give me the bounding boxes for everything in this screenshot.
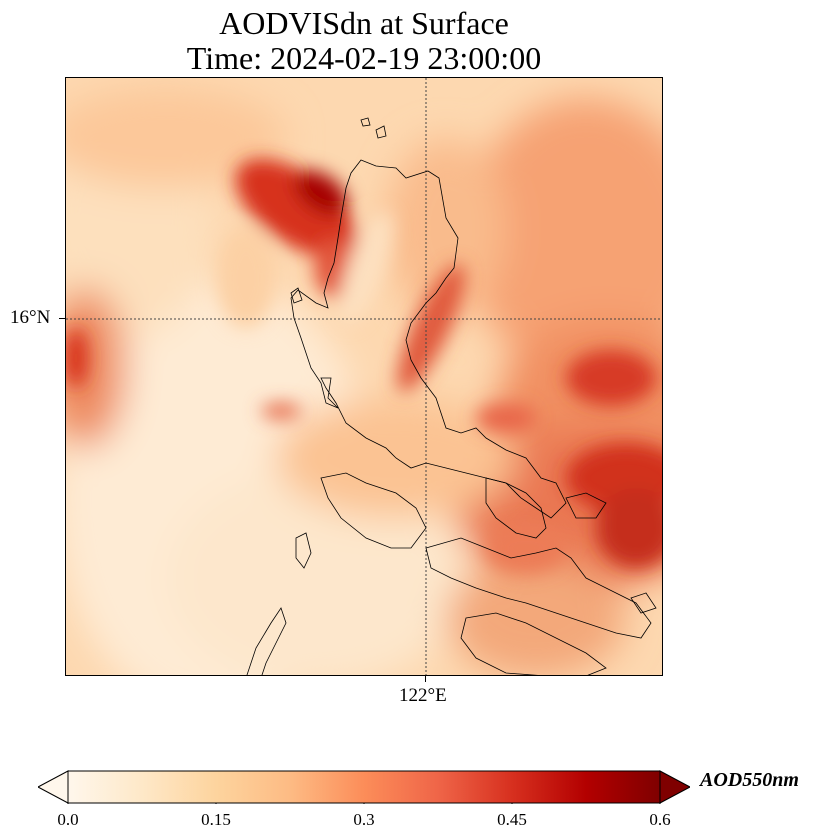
islet-coast-5 <box>360 117 371 127</box>
southern-island-coast <box>460 612 607 675</box>
colorbar <box>38 770 690 804</box>
colorbar-title: AOD550nm <box>700 769 799 791</box>
map-panel <box>65 77 663 676</box>
luzon-coast <box>290 159 567 519</box>
map-subtitle-time: Time: 2024-02-19 23:00:00 <box>186 40 542 76</box>
longitude-tick <box>425 676 426 682</box>
visayas-coast <box>425 537 652 639</box>
colorbar-tick-label: 0.15 <box>201 810 231 829</box>
coastlines <box>246 117 657 675</box>
colorbar-tick-label: 0.6 <box>649 810 671 829</box>
islet-coast-2 <box>565 492 607 519</box>
colorbar-tick-label: 0.3 <box>353 810 375 829</box>
islet-coast-1 <box>295 532 312 569</box>
aod-field-plumes <box>66 158 662 573</box>
longitude-label: 122°E <box>399 685 447 706</box>
colorbar-tick-label: 0.0 <box>57 810 79 829</box>
mindoro-coast <box>320 472 427 549</box>
map-title: AODVISdn at Surface <box>219 5 509 41</box>
aod-field-map <box>66 78 662 675</box>
colorbar-high-extend <box>659 770 690 804</box>
colorbar-gradient <box>68 771 660 803</box>
colorbar-low-extend <box>38 770 69 804</box>
islet-coast-3 <box>630 592 657 614</box>
islet-coast-4 <box>375 125 387 139</box>
latitude-label: 16°N <box>10 307 51 328</box>
colorbar-tick-label: 0.45 <box>497 810 527 829</box>
islet-coast-6 <box>290 287 303 304</box>
marinduque-samar-coast <box>485 477 547 539</box>
palawan-coast <box>246 607 287 675</box>
latitude-tick <box>59 318 65 319</box>
